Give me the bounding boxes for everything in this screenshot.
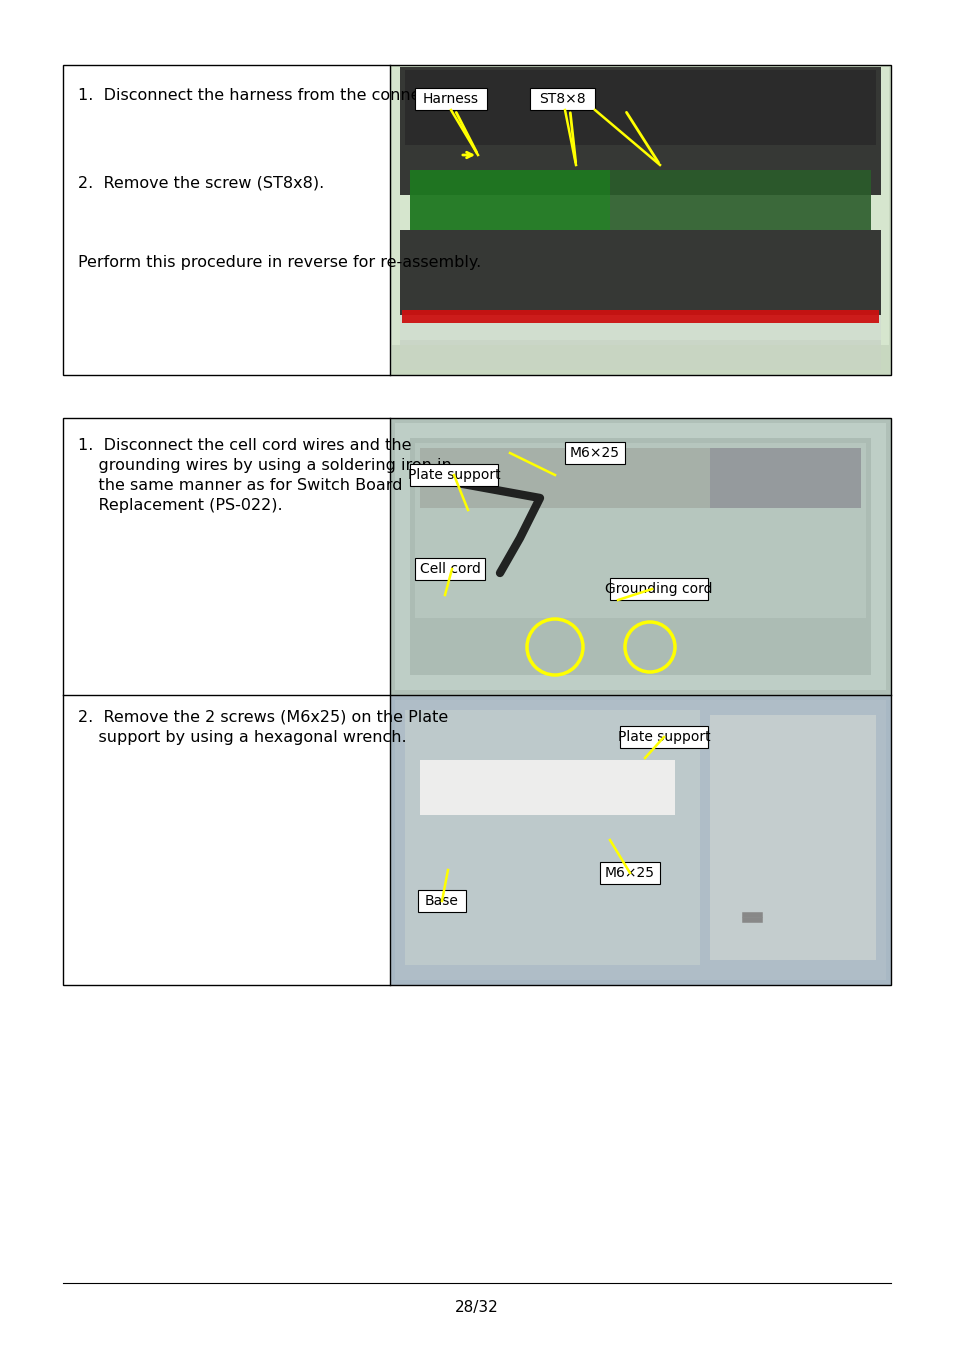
- Bar: [395, 701, 885, 980]
- Text: support by using a hexagonal wrench.: support by using a hexagonal wrench.: [78, 730, 406, 745]
- Bar: [410, 437, 870, 675]
- Bar: [415, 443, 865, 618]
- Bar: [405, 710, 700, 965]
- Bar: [599, 863, 659, 884]
- Text: M6×25: M6×25: [569, 446, 619, 460]
- Bar: [399, 230, 880, 315]
- Bar: [399, 315, 880, 346]
- Text: ST8×8: ST8×8: [538, 92, 585, 107]
- Text: 1.  Disconnect the cell cord wires and the: 1. Disconnect the cell cord wires and th…: [78, 437, 411, 454]
- Text: 2.  Remove the 2 screws (M6x25) on the Plate: 2. Remove the 2 screws (M6x25) on the Pl…: [78, 710, 448, 725]
- Bar: [405, 70, 875, 144]
- Bar: [63, 418, 890, 986]
- Text: 2.  Remove the screw (ST8x8).: 2. Remove the screw (ST8x8).: [78, 176, 324, 190]
- Bar: [392, 68, 888, 346]
- Text: Base: Base: [425, 894, 458, 909]
- Text: Cell cord: Cell cord: [419, 562, 480, 576]
- Bar: [410, 170, 609, 230]
- Bar: [390, 65, 890, 375]
- Text: Perform this procedure in reverse for re-assembly.: Perform this procedure in reverse for re…: [78, 255, 480, 270]
- Bar: [564, 441, 624, 464]
- Bar: [63, 65, 890, 375]
- Bar: [419, 448, 709, 508]
- Text: Harness: Harness: [422, 92, 478, 107]
- Bar: [419, 760, 675, 815]
- Bar: [417, 890, 465, 913]
- Bar: [395, 423, 885, 690]
- Bar: [415, 88, 486, 109]
- Text: the same manner as for Switch Board: the same manner as for Switch Board: [78, 478, 402, 493]
- Text: Replacement (PS-022).: Replacement (PS-022).: [78, 498, 282, 513]
- Bar: [530, 88, 595, 109]
- Bar: [619, 726, 707, 748]
- Bar: [399, 68, 880, 194]
- Bar: [609, 170, 870, 230]
- Text: M6×25: M6×25: [604, 865, 655, 880]
- Text: Plate support: Plate support: [617, 730, 710, 744]
- Bar: [415, 558, 484, 580]
- Text: grounding wires by using a soldering iron in: grounding wires by using a soldering iro…: [78, 458, 452, 472]
- Bar: [709, 716, 875, 960]
- Bar: [401, 310, 878, 323]
- Text: Plate support: Plate support: [407, 468, 499, 482]
- Bar: [390, 695, 890, 986]
- Bar: [390, 418, 890, 695]
- Bar: [410, 464, 497, 486]
- Bar: [709, 448, 861, 508]
- Text: 1.  Disconnect the harness from the connector.: 1. Disconnect the harness from the conne…: [78, 88, 456, 103]
- Bar: [609, 578, 707, 599]
- Bar: [399, 340, 880, 370]
- Text: Grounding cord: Grounding cord: [604, 582, 712, 595]
- Text: 28/32: 28/32: [455, 1300, 498, 1315]
